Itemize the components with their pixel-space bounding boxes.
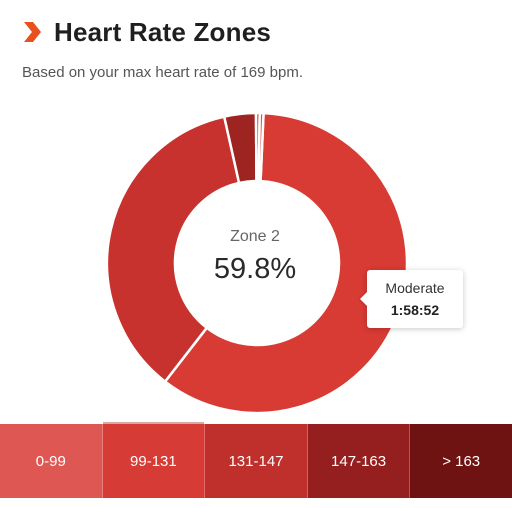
zone-selector: 0-99 99-131 131-147 147-163 > 163 xyxy=(0,422,512,498)
donut-slice-zone-2[interactable] xyxy=(163,111,409,415)
zone-tab-0-99[interactable]: 0-99 xyxy=(0,424,103,498)
zone-tab-over-163[interactable]: > 163 xyxy=(410,424,512,498)
heart-rate-donut-chart xyxy=(105,111,409,415)
tooltip-label: Moderate xyxy=(385,280,445,296)
donut-slice-zone-1[interactable] xyxy=(257,111,265,183)
zone-tab-147-163[interactable]: 147-163 xyxy=(307,424,411,498)
chevron-right-icon xyxy=(24,22,41,42)
tooltip-arrow xyxy=(360,292,367,306)
page-title: Heart Rate Zones xyxy=(54,16,272,47)
center-percent-value: 59.8% xyxy=(213,253,297,285)
zone-tab-131-147[interactable]: 131-147 xyxy=(205,424,308,498)
center-zone-label: Zone 2 xyxy=(230,228,280,245)
tooltip-duration: 1:58:52 xyxy=(390,302,440,318)
page-header: Heart Rate Zones xyxy=(22,14,271,50)
zone-tab-99-131[interactable]: 99-131 xyxy=(102,422,206,498)
page-subtitle: Based on your max heart rate of 169 bpm. xyxy=(22,64,303,81)
zone-tooltip: Moderate 1:58:52 xyxy=(360,270,463,328)
donut-slice-zone-3[interactable] xyxy=(105,115,241,384)
